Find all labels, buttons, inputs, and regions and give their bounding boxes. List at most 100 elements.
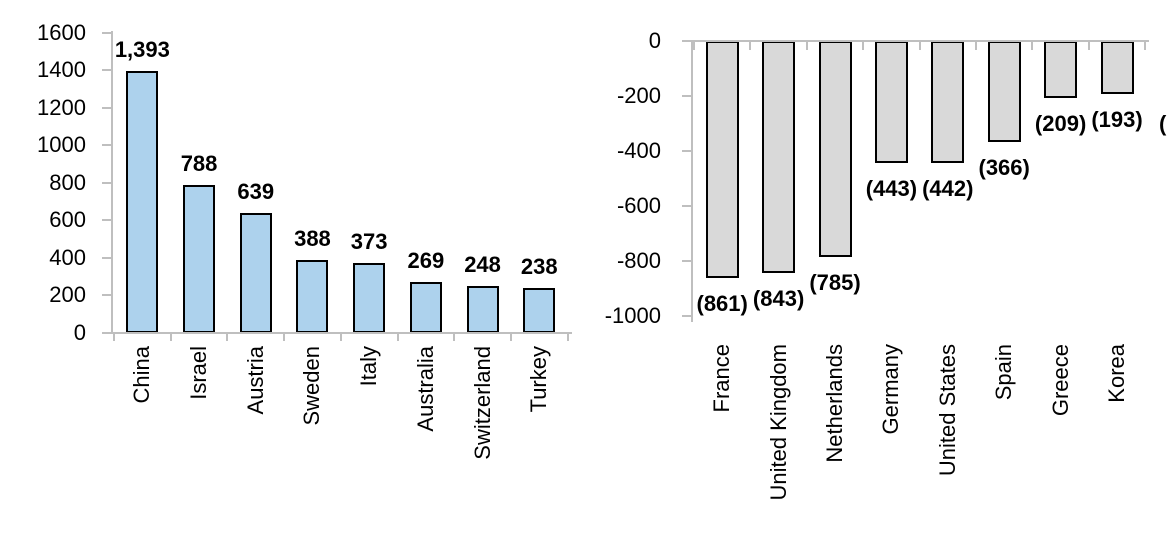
y-tick-label: -200	[616, 83, 661, 108]
bar-data-label: 269	[407, 248, 445, 274]
category-tick-mark	[975, 42, 977, 50]
bar-france	[705, 41, 739, 278]
y-tick-label: 800	[49, 169, 86, 195]
bar-greece	[1044, 41, 1078, 99]
bar-italy	[353, 262, 386, 333]
y-tick-mark	[102, 256, 111, 259]
y-tick-label: 1400	[37, 57, 86, 82]
y-tick-mark	[102, 144, 111, 146]
category-tick-mark	[805, 42, 808, 50]
category-tick-mark	[1144, 42, 1147, 50]
clipped-partial-data-label: (	[1159, 111, 1167, 136]
category-tick-mark	[749, 42, 752, 50]
bar-data-label: (193)	[1091, 107, 1143, 133]
category-label-germany: Germany	[878, 344, 904, 435]
category-tick-mark	[1087, 42, 1090, 50]
bar-data-label: 238	[520, 253, 558, 279]
y-axis-line	[111, 31, 113, 334]
y-tick-label: 0	[648, 28, 661, 53]
bar-united-states	[931, 41, 965, 163]
y-tick-mark	[682, 95, 691, 97]
category-label-cell: Germany	[868, 344, 914, 544]
y-tick-mark	[102, 31, 111, 34]
category-tick-mark	[566, 333, 569, 341]
bar-spain	[987, 41, 1021, 142]
bar-china	[126, 71, 159, 333]
y-tick-mark	[682, 315, 691, 317]
bar-sweden	[296, 259, 329, 333]
bar-data-label: (785)	[809, 269, 861, 295]
category-label-cell: United Kingdom	[756, 344, 802, 544]
y-axis-line	[691, 41, 693, 322]
category-label-cell: Spain	[981, 344, 1027, 544]
y-tick-label: 1200	[37, 94, 86, 120]
bar-data-label: 639	[237, 178, 275, 204]
bar-data-label: (209)	[1034, 111, 1087, 137]
bar-united-kingdom	[762, 41, 796, 273]
y-tick-label: 600	[49, 207, 86, 232]
category-label-greece: Greece	[1047, 344, 1073, 417]
bar-data-label: (443)	[865, 175, 918, 201]
category-label-korea: Korea	[1104, 344, 1129, 403]
bar-data-label: 788	[180, 150, 218, 176]
y-tick-mark	[102, 106, 111, 109]
category-label-netherlands: Netherlands	[822, 344, 847, 463]
category-label-cell: Netherlands	[812, 344, 858, 544]
bar-turkey	[523, 287, 556, 333]
category-label-united-kingdom: United Kingdom	[765, 344, 791, 501]
y-tick-label: 200	[49, 282, 86, 307]
y-tick-label: -800	[616, 248, 661, 273]
bar-switzerland	[466, 286, 499, 333]
y-tick-label: 1000	[37, 132, 86, 157]
y-tick-mark	[102, 69, 111, 71]
bar-data-label: (861)	[696, 290, 748, 316]
y-tick-mark	[102, 294, 111, 296]
category-tick-mark	[453, 333, 456, 341]
category-label-spain: Spain	[991, 344, 1017, 401]
category-label-france: France	[709, 344, 735, 413]
y-tick-label: 1600	[37, 19, 86, 45]
y-tick-label: 0	[73, 319, 86, 345]
y-tick-label: 400	[49, 244, 86, 270]
category-tick-mark	[113, 333, 115, 341]
category-tick-mark	[339, 333, 342, 341]
y-tick-label: -600	[616, 193, 661, 218]
y-tick-mark	[102, 181, 111, 184]
bar-germany	[874, 41, 908, 163]
bar-netherlands	[818, 41, 852, 257]
category-label-cell: Greece	[1038, 344, 1084, 544]
category-label-cell: France	[699, 344, 745, 544]
category-axis-line	[102, 331, 572, 334]
category-label-united-states: United States	[934, 344, 960, 477]
bar-data-label: (843)	[752, 285, 805, 311]
category-tick-mark	[283, 333, 286, 341]
bar-data-label: 373	[350, 228, 388, 254]
y-tick-mark	[682, 260, 691, 262]
y-tick-label: -1000	[604, 303, 661, 328]
bar-korea	[1100, 41, 1134, 95]
bar-data-label: (366)	[978, 154, 1030, 180]
category-tick-mark	[509, 333, 512, 341]
category-tick-mark	[226, 333, 229, 341]
y-tick-mark	[682, 150, 691, 152]
bar-austria	[239, 212, 272, 333]
bar-australia	[409, 282, 442, 333]
bar-data-label: 248	[464, 252, 501, 277]
y-tick-label: -400	[616, 138, 661, 163]
category-axis-line	[682, 40, 1149, 42]
category-tick-mark	[862, 42, 865, 50]
y-tick-mark	[682, 205, 691, 207]
category-label-cell: Korea	[1094, 344, 1140, 544]
category-tick-mark	[918, 42, 921, 50]
category-tick-mark	[169, 333, 172, 341]
bar-data-label: 388	[294, 225, 331, 251]
bar-data-label: (442)	[922, 175, 974, 201]
category-tick-mark	[1031, 42, 1034, 50]
category-tick-mark	[396, 333, 399, 341]
y-tick-mark	[102, 219, 111, 221]
category-label-cell: United States	[925, 344, 971, 544]
bar-israel	[183, 184, 216, 333]
